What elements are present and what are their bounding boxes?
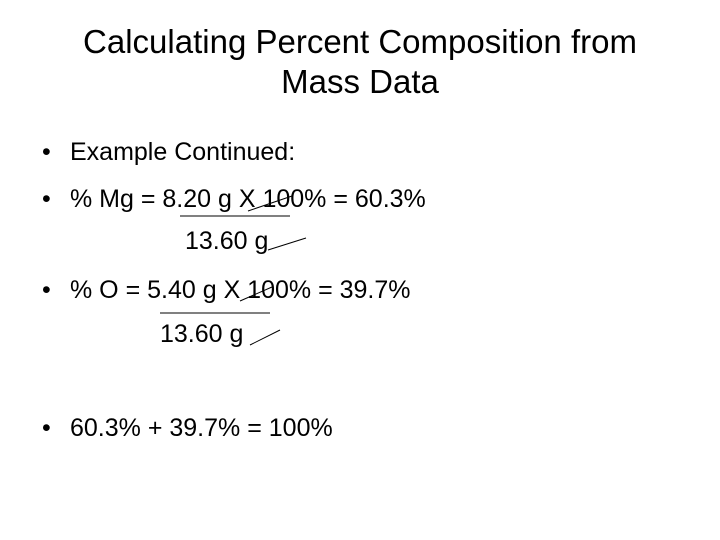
cancel-stroke	[247, 195, 293, 212]
cancel-stroke	[267, 237, 307, 251]
cancel-stroke	[249, 329, 281, 346]
bullet-text: % Mg = 8.20 g X 100% = 60.3%	[70, 185, 426, 213]
bullet-dot: •	[42, 414, 51, 442]
cancel-stroke	[239, 286, 273, 302]
bullet-dot: •	[42, 138, 51, 166]
bullet-dot: •	[42, 276, 51, 304]
slide-title: Calculating Percent Composition from Mas…	[83, 23, 637, 100]
bullet-dot: •	[42, 185, 51, 213]
bullet-text: Example Continued:	[70, 138, 296, 166]
denominator: 13.60 g	[185, 227, 269, 255]
bullet-text: % O = 5.40 g X 100% = 39.7%	[70, 276, 411, 304]
denominator: 13.60 g	[160, 320, 244, 348]
bullet-text: 60.3% + 39.7% = 100%	[70, 414, 333, 442]
